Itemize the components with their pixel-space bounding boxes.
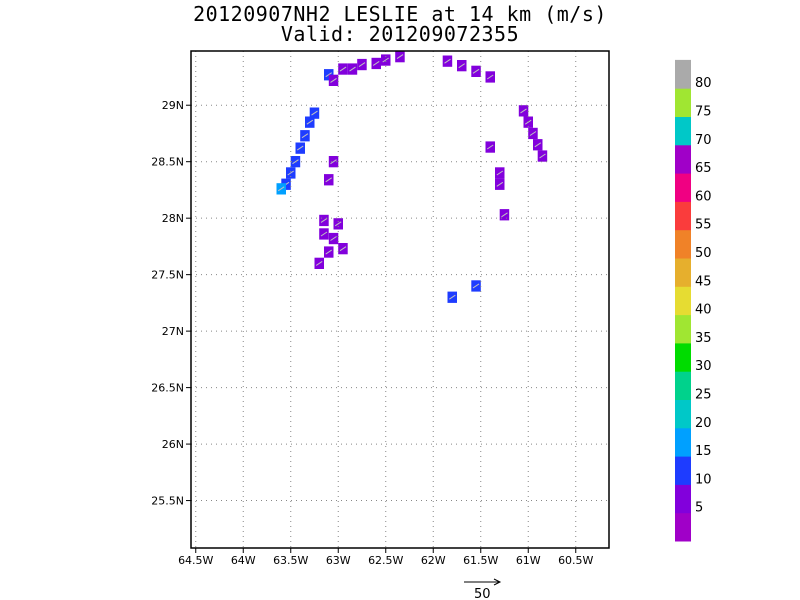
x-tick-label: 62W: [421, 554, 446, 567]
wind-vector: [520, 108, 527, 114]
x-tick-label: 61.5W: [463, 554, 498, 567]
colorbar-label: 65: [695, 161, 712, 176]
wind-vector: [292, 159, 299, 165]
y-tick-label: 28.5N: [151, 156, 184, 169]
y-tick-label: 26.5N: [151, 382, 184, 395]
wind-vector: [539, 153, 546, 159]
chart-title: 20120907NH2 LESLIE at 14 km (m/s): [193, 2, 607, 26]
wind-vector: [330, 159, 337, 165]
colorbar-label: 15: [695, 444, 712, 459]
wind-vector: [486, 74, 494, 80]
wind-vector: [306, 119, 314, 125]
colorbar-swatch: [675, 201, 691, 231]
wind-vector: [458, 63, 465, 69]
plot-frame: [190, 50, 610, 549]
x-tick-label: 61W: [516, 554, 541, 567]
y-tick-label: 28N: [162, 212, 184, 225]
wind-vector: [534, 142, 542, 148]
colorbar-swatch: [675, 59, 691, 89]
colorbar-swatch: [675, 484, 691, 514]
colorbar-label: 50: [695, 246, 712, 261]
wind-vector: [486, 144, 494, 150]
reference-vector-label: 50: [474, 587, 491, 600]
colorbar-swatch: [675, 512, 691, 542]
wind-vector: [529, 131, 537, 136]
colorbar-label: 35: [695, 331, 712, 346]
x-tick-label: 64W: [231, 554, 256, 567]
wind-vector: [334, 221, 342, 227]
colorbar-swatch: [675, 173, 691, 202]
colorbar-swatch: [675, 399, 691, 429]
colorbar-swatch: [675, 371, 691, 400]
wind-vector: [320, 231, 328, 237]
colorbar-swatch: [675, 427, 691, 457]
y-tick-label: 27N: [162, 325, 184, 338]
wind-vector: [349, 66, 356, 72]
wind-vector: [396, 54, 404, 60]
colorbar-swatch: [675, 258, 691, 287]
colorbar-label: 60: [695, 189, 712, 204]
colorbar-label: 20: [695, 416, 712, 431]
colorbar-swatch: [675, 229, 691, 259]
x-tick-label: 63.5W: [273, 554, 308, 567]
wind-vector: [496, 170, 504, 176]
colorbar-swatch: [675, 116, 691, 146]
wind-vector: [311, 110, 318, 116]
x-tick-label: 63W: [326, 554, 351, 567]
chart-subtitle: Valid: 201209072355: [280, 22, 520, 46]
wind-vector: [444, 58, 451, 64]
colorbar-label: 10: [695, 472, 712, 487]
wind-vector: [496, 181, 504, 187]
wind-vector: [325, 72, 332, 78]
colorbar-label: 80: [695, 76, 712, 91]
wind-vector: [372, 60, 380, 66]
colorbar-swatch: [675, 144, 691, 174]
wind-vector: [315, 260, 323, 266]
x-tick-label: 64.5W: [178, 554, 213, 567]
wind-vector: [472, 283, 480, 289]
colorbar-label: 25: [695, 388, 712, 403]
wind-vector: [524, 119, 532, 125]
wind-vector: [301, 133, 309, 139]
y-tick-label: 27.5N: [151, 269, 184, 282]
colorbar-swatch: [675, 88, 691, 117]
colorbar-label: 70: [695, 133, 712, 148]
colorbar-swatch: [675, 342, 691, 372]
wind-vector: [382, 57, 389, 63]
colorbar-swatch: [675, 314, 691, 344]
wind-vector: [330, 236, 337, 241]
wind-vector: [339, 246, 347, 252]
x-tick-label: 60.5W: [558, 554, 593, 567]
colorbar-label: 45: [695, 274, 712, 289]
x-tick-label: 62.5W: [368, 554, 403, 567]
wind-vector: [325, 249, 332, 255]
wind-vector: [339, 66, 347, 72]
y-tick-label: 26N: [162, 438, 184, 451]
wind-vector: [330, 77, 337, 83]
wind-vector: [320, 217, 328, 223]
wind-vector: [287, 170, 294, 176]
wind-vector: [296, 145, 304, 151]
colorbar-label: 75: [695, 105, 712, 120]
colorbar-label: 40: [695, 303, 712, 318]
colorbar-label: 55: [695, 218, 712, 233]
reference-vector: 50: [464, 578, 502, 600]
wind-vector: [325, 177, 332, 183]
wind-vector: [449, 294, 456, 300]
y-tick-label: 29N: [162, 99, 184, 112]
colorbar-swatch: [675, 286, 691, 316]
wind-vector: [501, 212, 508, 218]
colorbar-label: 5: [695, 501, 703, 516]
wind-vector: [472, 68, 480, 74]
colorbar-swatch: [675, 456, 691, 485]
wind-vector: [358, 62, 366, 68]
colorbar-label: 30: [695, 359, 712, 374]
y-tick-label: 25.5N: [151, 495, 184, 508]
wind-vector: [277, 186, 285, 192]
